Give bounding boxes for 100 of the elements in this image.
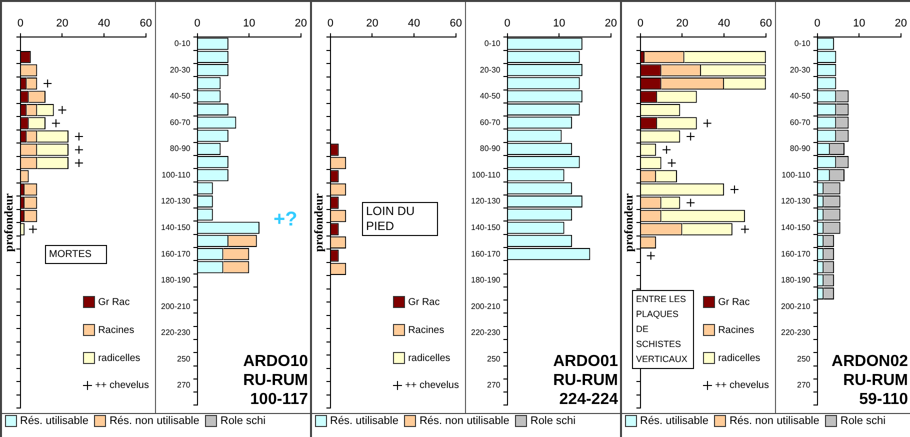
x-tick-label: 60 [140, 18, 152, 30]
y-tick-label: 20-30 [170, 65, 191, 74]
y-tick-label: 100-110 [782, 170, 811, 180]
y-tick-label: 20-30 [790, 65, 811, 74]
legend-label: Racines [718, 324, 754, 336]
x-tick-label: 10 [552, 18, 566, 30]
legend-label: Gr Rac [408, 296, 440, 308]
legend-label: radicelles [408, 352, 450, 364]
y-tick-label: 120-130 [161, 196, 191, 206]
x-tick-label: 20 [604, 18, 618, 30]
legend-label: ++ chevelus [715, 380, 769, 391]
y-tick-label: 60-70 [170, 118, 191, 127]
y-tick-label: 0-10 [174, 38, 191, 48]
y-tick-label: 120-130 [471, 196, 501, 206]
legend-label: Rés. non utilisable [729, 415, 820, 427]
y-tick-label: 40-50 [790, 92, 811, 101]
y-tick-label: 80-90 [480, 144, 501, 154]
legend-label: Racines [408, 324, 444, 336]
x-tick-label: 0 [637, 18, 644, 30]
y-tick-label: 0-10 [794, 38, 811, 48]
y-tick-label: 250 [487, 354, 501, 364]
y-tick-label: 120-130 [781, 196, 811, 206]
x-tick-label: 60 [760, 18, 772, 30]
y-tick-label: 140-150 [781, 222, 811, 232]
point [730, 184, 740, 194]
y-tick-label: 200-210 [161, 302, 191, 311]
x-tick-label: 20 [56, 18, 68, 30]
legend-label: Rés. utilisable [330, 415, 398, 427]
point [43, 79, 52, 88]
y-tick-label: 140-150 [471, 222, 501, 232]
y-tick-label: 180-190 [161, 276, 191, 285]
x-tick-label: 10 [852, 18, 866, 30]
point [28, 224, 38, 234]
legend-label: Racines [98, 324, 134, 336]
x-tick-label: 0 [327, 18, 334, 30]
x-tick-label: 20 [676, 18, 688, 30]
x-tick-label: 40 [98, 18, 110, 30]
legend-label: Gr Rac [718, 296, 750, 308]
y-tick-label: 160-170 [161, 249, 191, 258]
x-tick-label: 60 [450, 18, 462, 30]
legend-label: Rés. non utilisable [419, 415, 510, 427]
point [74, 158, 84, 168]
y-tick-label: 180-190 [471, 276, 501, 285]
x-tick-label: 40 [718, 18, 730, 30]
x-tick-label: 40 [408, 18, 420, 30]
y-tick-label: 0-10 [484, 38, 501, 48]
y-tick-label: 270 [487, 380, 501, 390]
x-tick-label: 0 [504, 18, 510, 30]
y-tick-label: 100-110 [162, 170, 191, 180]
y-tick-label: 80-90 [170, 144, 191, 154]
annotation: ENTRE LES PLAQUES DE SCHISTES VERTICAUX [632, 290, 694, 369]
y-axis-title: profondeur [1, 192, 16, 252]
legend-label: Rés. non utilisable [109, 415, 200, 427]
y-tick-label: 40-50 [480, 92, 501, 101]
annotation: LOIN DU PIED [362, 202, 438, 236]
y-tick-label: 160-170 [781, 249, 811, 258]
annotation: MORTES [45, 245, 107, 264]
y-tick-label: 220-230 [161, 328, 191, 338]
point [686, 198, 696, 208]
x-tick-label: 20 [294, 18, 308, 30]
legend-label: Role schi [220, 415, 266, 427]
y-tick-label: 250 [797, 354, 811, 364]
y-tick-label: 140-150 [161, 222, 191, 232]
y-tick-label: 250 [177, 354, 191, 364]
y-tick-label: 270 [797, 380, 811, 390]
y-axis-title: profondeur [311, 192, 326, 252]
x-tick-label: 10 [242, 18, 256, 30]
y-tick-label: 160-170 [471, 249, 501, 258]
y-tick-label: 60-70 [480, 118, 501, 127]
point [74, 145, 84, 154]
x-tick-label: 0 [814, 18, 820, 30]
y-axis-title: profondeur [621, 192, 636, 252]
annotation: +? [273, 208, 298, 230]
point [740, 224, 750, 234]
x-tick-label: 20 [894, 18, 908, 30]
y-tick-label: 60-70 [790, 118, 811, 127]
x-tick-label: 0 [194, 18, 200, 30]
point [51, 118, 60, 128]
point [58, 106, 67, 115]
y-tick-label: 80-90 [790, 144, 811, 154]
point [667, 158, 676, 168]
legend-label: Role schi [840, 415, 886, 427]
point [74, 132, 84, 142]
y-tick-label: 200-210 [781, 302, 811, 311]
legend-label: ++ chevelus [95, 380, 149, 391]
y-tick-label: 200-210 [471, 302, 501, 311]
y-tick-label: 20-30 [480, 65, 501, 74]
y-tick-label: 270 [177, 380, 191, 390]
y-tick-label: 220-230 [781, 328, 811, 338]
y-tick-label: 180-190 [781, 276, 811, 285]
y-tick-label: 40-50 [170, 92, 191, 101]
text: ARDO10 RU-RUM 100-117 [243, 352, 308, 409]
legend-label: radicelles [718, 352, 760, 364]
point [686, 132, 696, 142]
text: ARDO01 RU-RUM 224-224 [553, 352, 618, 409]
point [662, 145, 672, 154]
point [646, 251, 656, 260]
legend-label: Rés. utilisable [20, 415, 88, 427]
legend-label: ++ chevelus [405, 380, 459, 391]
legend-label: radicelles [98, 352, 140, 364]
